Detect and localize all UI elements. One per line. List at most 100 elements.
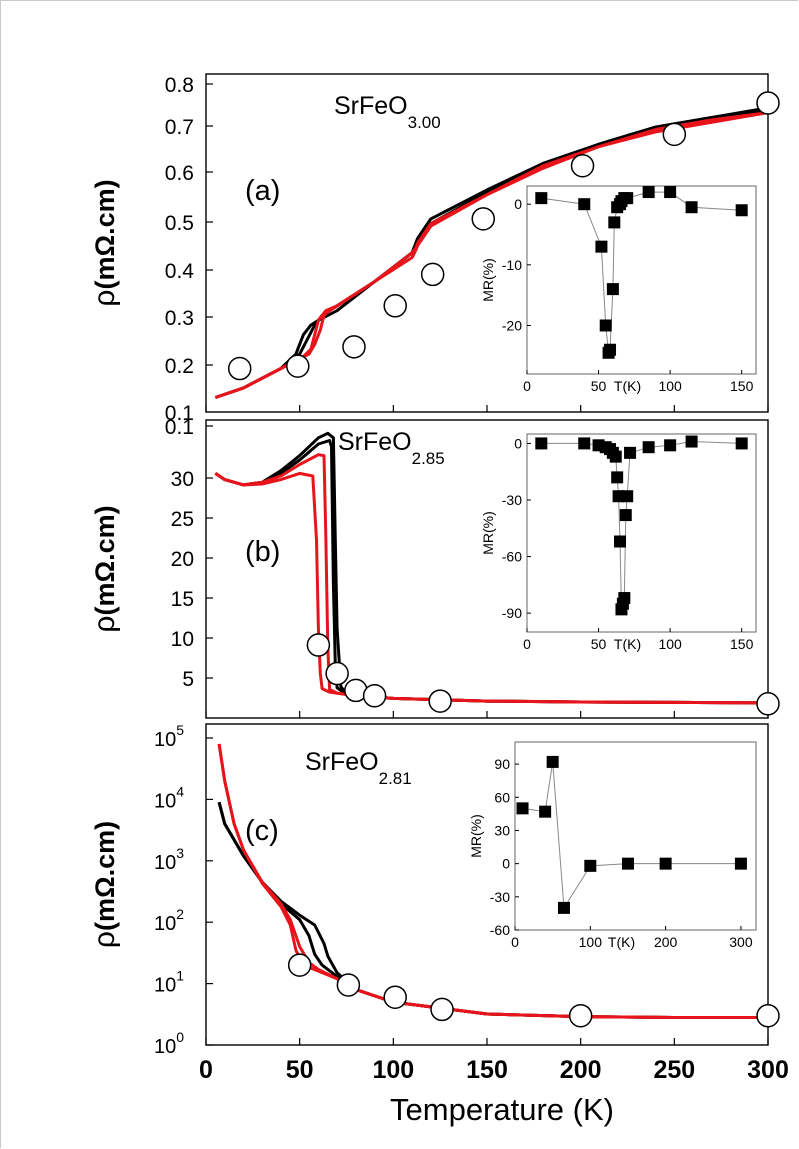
inset-b: 0 50 100 150 0 -30 -60 -90 T(K) MR(%)	[480, 433, 757, 652]
y-tick-label: 30	[171, 468, 194, 491]
inset-point	[621, 490, 634, 503]
panel-a: 0.1 0.2 0.3 0.4 0.5 0.6 0.7 0.8 ρ(mΩ.cm) (a) SrFeO…	[88, 73, 780, 425]
panel-label: (b)	[245, 536, 280, 568]
y-axis-title: ρ(mΩ.cm)	[88, 821, 121, 948]
inset-x-tick-label: 50	[591, 378, 607, 394]
inset-frame	[526, 185, 757, 375]
data-marker	[756, 1003, 780, 1028]
inset-point	[611, 471, 624, 484]
data-marker	[570, 153, 595, 178]
inset-y-tick-label: -30	[502, 492, 522, 508]
inset-point	[735, 204, 748, 217]
inset-point	[685, 435, 698, 448]
x-tick-label: 250	[653, 1056, 695, 1084]
inset-x-title: T(K)	[614, 378, 641, 394]
data-marker	[756, 692, 780, 716]
data-marker	[342, 335, 366, 359]
inset-point	[578, 437, 591, 450]
inset-point	[664, 439, 677, 452]
inset-point	[624, 446, 637, 459]
inset-x-tick-label: 0	[523, 378, 531, 394]
inset-point	[621, 192, 634, 205]
inset-y-tick-label: 60	[494, 789, 510, 805]
inset-x-tick-label: 50	[591, 636, 607, 652]
inset-point	[659, 857, 672, 870]
panel-label: (a)	[245, 175, 280, 207]
series-group	[214, 106, 768, 399]
y-axis-title: ρ(mΩ.cm)	[88, 179, 121, 306]
y-tick-label: 0.1	[165, 402, 194, 425]
data-marker	[428, 689, 452, 713]
inset-point	[621, 857, 634, 870]
inset-point	[578, 198, 591, 211]
inset-point	[614, 535, 627, 548]
inset-y-tick-label: -20	[502, 317, 522, 333]
compound-label: SrFeO3.00	[334, 92, 441, 132]
inset-y-tick-label: -60	[502, 549, 522, 565]
panel-c: 100 101 102 103 104 105 ρ(mΩ.cm) (c) SrFeO2.81 0 1…	[88, 722, 780, 1058]
inset-x-tick-label: 200	[654, 934, 678, 950]
inset-connector	[522, 761, 741, 910]
data-marker	[287, 953, 312, 977]
data-marker	[471, 207, 496, 231]
y-tick-label: 103	[154, 845, 184, 874]
compound-label: SrFeO2.81	[305, 748, 412, 788]
inset-x-title: T(K)	[614, 636, 641, 652]
inset-a: 0 50 100 150 0 -10 -20 T(K) MR(%)	[480, 185, 757, 394]
inset-point	[685, 201, 698, 214]
inset-frame	[514, 741, 757, 931]
inset-point	[735, 437, 748, 450]
data-marker	[430, 997, 454, 1022]
inset-point	[642, 441, 655, 454]
data-marker	[227, 356, 252, 381]
inset-point	[557, 901, 570, 914]
inset-point	[599, 319, 612, 332]
inset-x-title: T(K)	[608, 934, 635, 950]
inset-x-tick-label: 150	[730, 378, 754, 394]
panel-b: 0.1 5 10 15 20 25 30 ρ(mΩ.cm) (b) SrFeO2.85 0 50 100…	[88, 416, 780, 719]
inset-x-tick-label: 100	[658, 636, 682, 652]
data-marker	[420, 262, 445, 287]
data-marker	[325, 661, 349, 686]
inset-point	[608, 216, 621, 229]
data-marker	[336, 973, 361, 997]
inset-point	[664, 186, 677, 199]
y-tick-label: 25	[171, 508, 194, 531]
y-tick-label: 0.4	[165, 260, 195, 283]
inset-y-tick-label: -30	[490, 889, 510, 905]
inset-y-title: MR(%)	[468, 814, 484, 858]
data-marker	[383, 294, 407, 318]
x-axis-title: Temperature (K)	[390, 1092, 614, 1127]
y-tick-label: 102	[154, 906, 184, 935]
y-tick-label: 100	[154, 1029, 184, 1058]
inset-x-tick-label: 0	[523, 636, 531, 652]
inset-point	[595, 240, 608, 253]
series-line-4	[214, 111, 768, 399]
inset-point	[584, 859, 597, 872]
inset-y-tick-label: 0	[514, 435, 522, 451]
inset-x-tick-label: 100	[658, 378, 682, 394]
inset-point	[516, 802, 529, 815]
inset-y-tick-label: -60	[490, 922, 510, 938]
data-marker	[383, 985, 407, 1009]
inset-point	[606, 283, 619, 296]
x-tick-label: 300	[747, 1056, 789, 1084]
inset-point	[618, 592, 631, 605]
data-marker	[568, 1003, 593, 1028]
y-tick-label: 101	[154, 968, 184, 997]
inset-point	[642, 186, 655, 199]
y-tick-label: 105	[154, 722, 184, 751]
panels: 0.1 0.2 0.3 0.4 0.5 0.6 0.7 0.8 ρ(mΩ.cm) (a) SrFeO…	[88, 73, 780, 1058]
inset-x-tick-label: 150	[730, 636, 754, 652]
x-tick-label: 200	[560, 1056, 602, 1084]
y-tick-label: 0.7	[165, 116, 194, 139]
inset-y-tick-label: 0	[502, 856, 510, 872]
y-tick-label: 0.8	[165, 74, 194, 97]
inset-point	[734, 857, 747, 870]
inset-point	[546, 755, 559, 768]
inset-x-tick-label: 0	[511, 934, 519, 950]
x-tick-label: 150	[466, 1056, 508, 1084]
y-tick-label: 0.3	[165, 307, 194, 330]
